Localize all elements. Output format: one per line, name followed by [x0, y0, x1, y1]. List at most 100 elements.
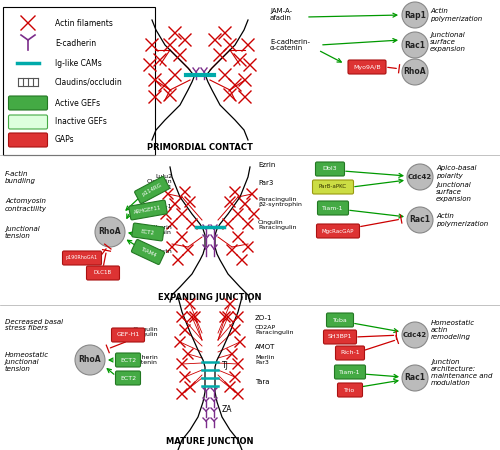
Text: p120ctn: p120ctn — [146, 249, 172, 255]
Circle shape — [407, 207, 433, 233]
Text: Tiam-1: Tiam-1 — [322, 206, 344, 211]
Text: Decreased basal
stress fibers: Decreased basal stress fibers — [5, 319, 63, 332]
FancyBboxPatch shape — [132, 239, 164, 265]
FancyBboxPatch shape — [312, 180, 354, 194]
Text: Paracingulin
β2-syntrophin: Paracingulin β2-syntrophin — [258, 197, 302, 207]
Text: SH3BP1: SH3BP1 — [328, 334, 352, 339]
Text: E-cadherin
α-catenin: E-cadherin α-catenin — [124, 355, 158, 365]
Text: CD2AP
Paracingulin: CD2AP Paracingulin — [255, 324, 294, 335]
Text: Homeostatic
actin
remodeling: Homeostatic actin remodeling — [431, 320, 475, 340]
Text: GEF-H1: GEF-H1 — [116, 333, 140, 338]
FancyBboxPatch shape — [112, 328, 144, 342]
FancyBboxPatch shape — [116, 371, 140, 385]
Text: TIAM4: TIAM4 — [140, 246, 156, 258]
Text: Dbl3: Dbl3 — [322, 166, 338, 171]
Text: Actin
polymerization: Actin polymerization — [430, 9, 482, 22]
Text: Junction
architecture:
maintenance and
modulation: Junction architecture: maintenance and m… — [431, 359, 492, 386]
Text: Cingulin
Paracingulin: Cingulin Paracingulin — [120, 327, 158, 338]
FancyBboxPatch shape — [116, 353, 140, 367]
Text: Junctional
surface
expansion: Junctional surface expansion — [430, 32, 466, 52]
Text: Tiam-1: Tiam-1 — [339, 369, 361, 374]
Text: Inactive GEFs: Inactive GEFs — [55, 117, 107, 126]
FancyBboxPatch shape — [318, 201, 348, 215]
FancyBboxPatch shape — [132, 223, 164, 241]
FancyBboxPatch shape — [8, 115, 48, 129]
Text: Cingulin
Paracingulin: Cingulin Paracingulin — [258, 220, 296, 230]
Text: EXPANDING JUNCTION: EXPANDING JUNCTION — [158, 293, 262, 302]
Circle shape — [402, 322, 428, 348]
Text: Tuba: Tuba — [332, 318, 347, 323]
Text: Actin filaments: Actin filaments — [55, 18, 113, 27]
Text: ARHGEF11: ARHGEF11 — [134, 205, 162, 215]
Text: ECT2: ECT2 — [120, 357, 136, 363]
Text: ZO-1: ZO-1 — [255, 315, 272, 321]
Text: TJ: TJ — [222, 361, 229, 370]
Circle shape — [407, 164, 433, 190]
Text: RhoA: RhoA — [98, 228, 122, 237]
Text: Cdc42: Cdc42 — [408, 174, 432, 180]
Circle shape — [95, 217, 125, 247]
Text: Cdc42: Cdc42 — [403, 332, 427, 338]
Text: Par3: Par3 — [258, 180, 274, 186]
FancyBboxPatch shape — [62, 251, 102, 265]
Text: MgcRacGAP: MgcRacGAP — [322, 229, 354, 234]
Text: Lulu2
Cingulin
LKB1: Lulu2 Cingulin LKB1 — [146, 174, 172, 190]
Text: DLC1B: DLC1B — [94, 270, 112, 275]
FancyBboxPatch shape — [316, 224, 360, 238]
Text: E-cadherin: E-cadherin — [55, 39, 96, 48]
FancyBboxPatch shape — [8, 133, 48, 147]
Text: F-actin
bundling: F-actin bundling — [5, 171, 36, 184]
Text: Trio: Trio — [344, 387, 356, 392]
Text: Apico-basal
polarity: Apico-basal polarity — [436, 166, 476, 179]
Circle shape — [402, 2, 428, 28]
FancyBboxPatch shape — [326, 313, 353, 327]
Text: ZO-1: ZO-1 — [156, 204, 172, 210]
Text: PRIMORDIAL CONTACT: PRIMORDIAL CONTACT — [147, 144, 253, 153]
Text: Tara: Tara — [255, 379, 270, 385]
Text: Junctional
surface
expansion: Junctional surface expansion — [436, 182, 472, 202]
Circle shape — [75, 345, 105, 375]
FancyBboxPatch shape — [129, 200, 167, 220]
FancyBboxPatch shape — [324, 330, 356, 344]
Text: Rac1: Rac1 — [404, 40, 425, 50]
Text: Actomyosin
contractility: Actomyosin contractility — [5, 198, 47, 211]
FancyBboxPatch shape — [3, 7, 155, 155]
Text: RhoA: RhoA — [78, 356, 102, 364]
Text: ECT2: ECT2 — [141, 229, 155, 235]
Text: E-cadherin
α-catenin: E-cadherin α-catenin — [138, 225, 172, 235]
Text: Myo9A/B: Myo9A/B — [353, 64, 381, 69]
Text: GAPs: GAPs — [55, 135, 74, 144]
Text: Merlin
Par3: Merlin Par3 — [255, 355, 274, 365]
Text: Rap1: Rap1 — [404, 10, 426, 19]
FancyBboxPatch shape — [8, 96, 48, 110]
Text: p190RhoGA1: p190RhoGA1 — [66, 256, 98, 261]
Text: Claudins/occludin: Claudins/occludin — [55, 77, 123, 86]
FancyBboxPatch shape — [336, 346, 364, 360]
Text: ZA: ZA — [222, 405, 232, 414]
Text: E-cadherin-
α-catenin: E-cadherin- α-catenin — [270, 39, 310, 51]
Text: Ig-like CAMs: Ig-like CAMs — [55, 58, 102, 68]
Text: JAM-A-
afadin: JAM-A- afadin — [270, 9, 292, 22]
FancyBboxPatch shape — [316, 162, 344, 176]
Text: RhoA: RhoA — [404, 68, 426, 76]
FancyBboxPatch shape — [86, 266, 120, 280]
Text: Ezrin: Ezrin — [258, 162, 276, 168]
Text: Actin
polymerization: Actin polymerization — [436, 213, 488, 226]
FancyBboxPatch shape — [334, 365, 366, 379]
Text: Active GEFs: Active GEFs — [55, 99, 100, 108]
Text: p114RG: p114RG — [141, 183, 163, 198]
FancyBboxPatch shape — [134, 176, 170, 203]
Text: Rich-1: Rich-1 — [340, 351, 360, 356]
Circle shape — [402, 32, 428, 58]
Text: ParB-aPKC: ParB-aPKC — [319, 184, 347, 189]
Circle shape — [402, 365, 428, 391]
Text: ECT2: ECT2 — [120, 375, 136, 381]
FancyBboxPatch shape — [338, 383, 362, 397]
Text: MATURE JUNCTION: MATURE JUNCTION — [166, 437, 254, 446]
Text: AMOT: AMOT — [255, 344, 276, 350]
Text: Rac1: Rac1 — [404, 374, 425, 382]
Text: Homeostatic
junctional
tension: Homeostatic junctional tension — [5, 352, 49, 372]
FancyBboxPatch shape — [348, 60, 386, 74]
Text: Junctional
tension: Junctional tension — [5, 225, 40, 238]
Text: Rac1: Rac1 — [410, 216, 430, 225]
